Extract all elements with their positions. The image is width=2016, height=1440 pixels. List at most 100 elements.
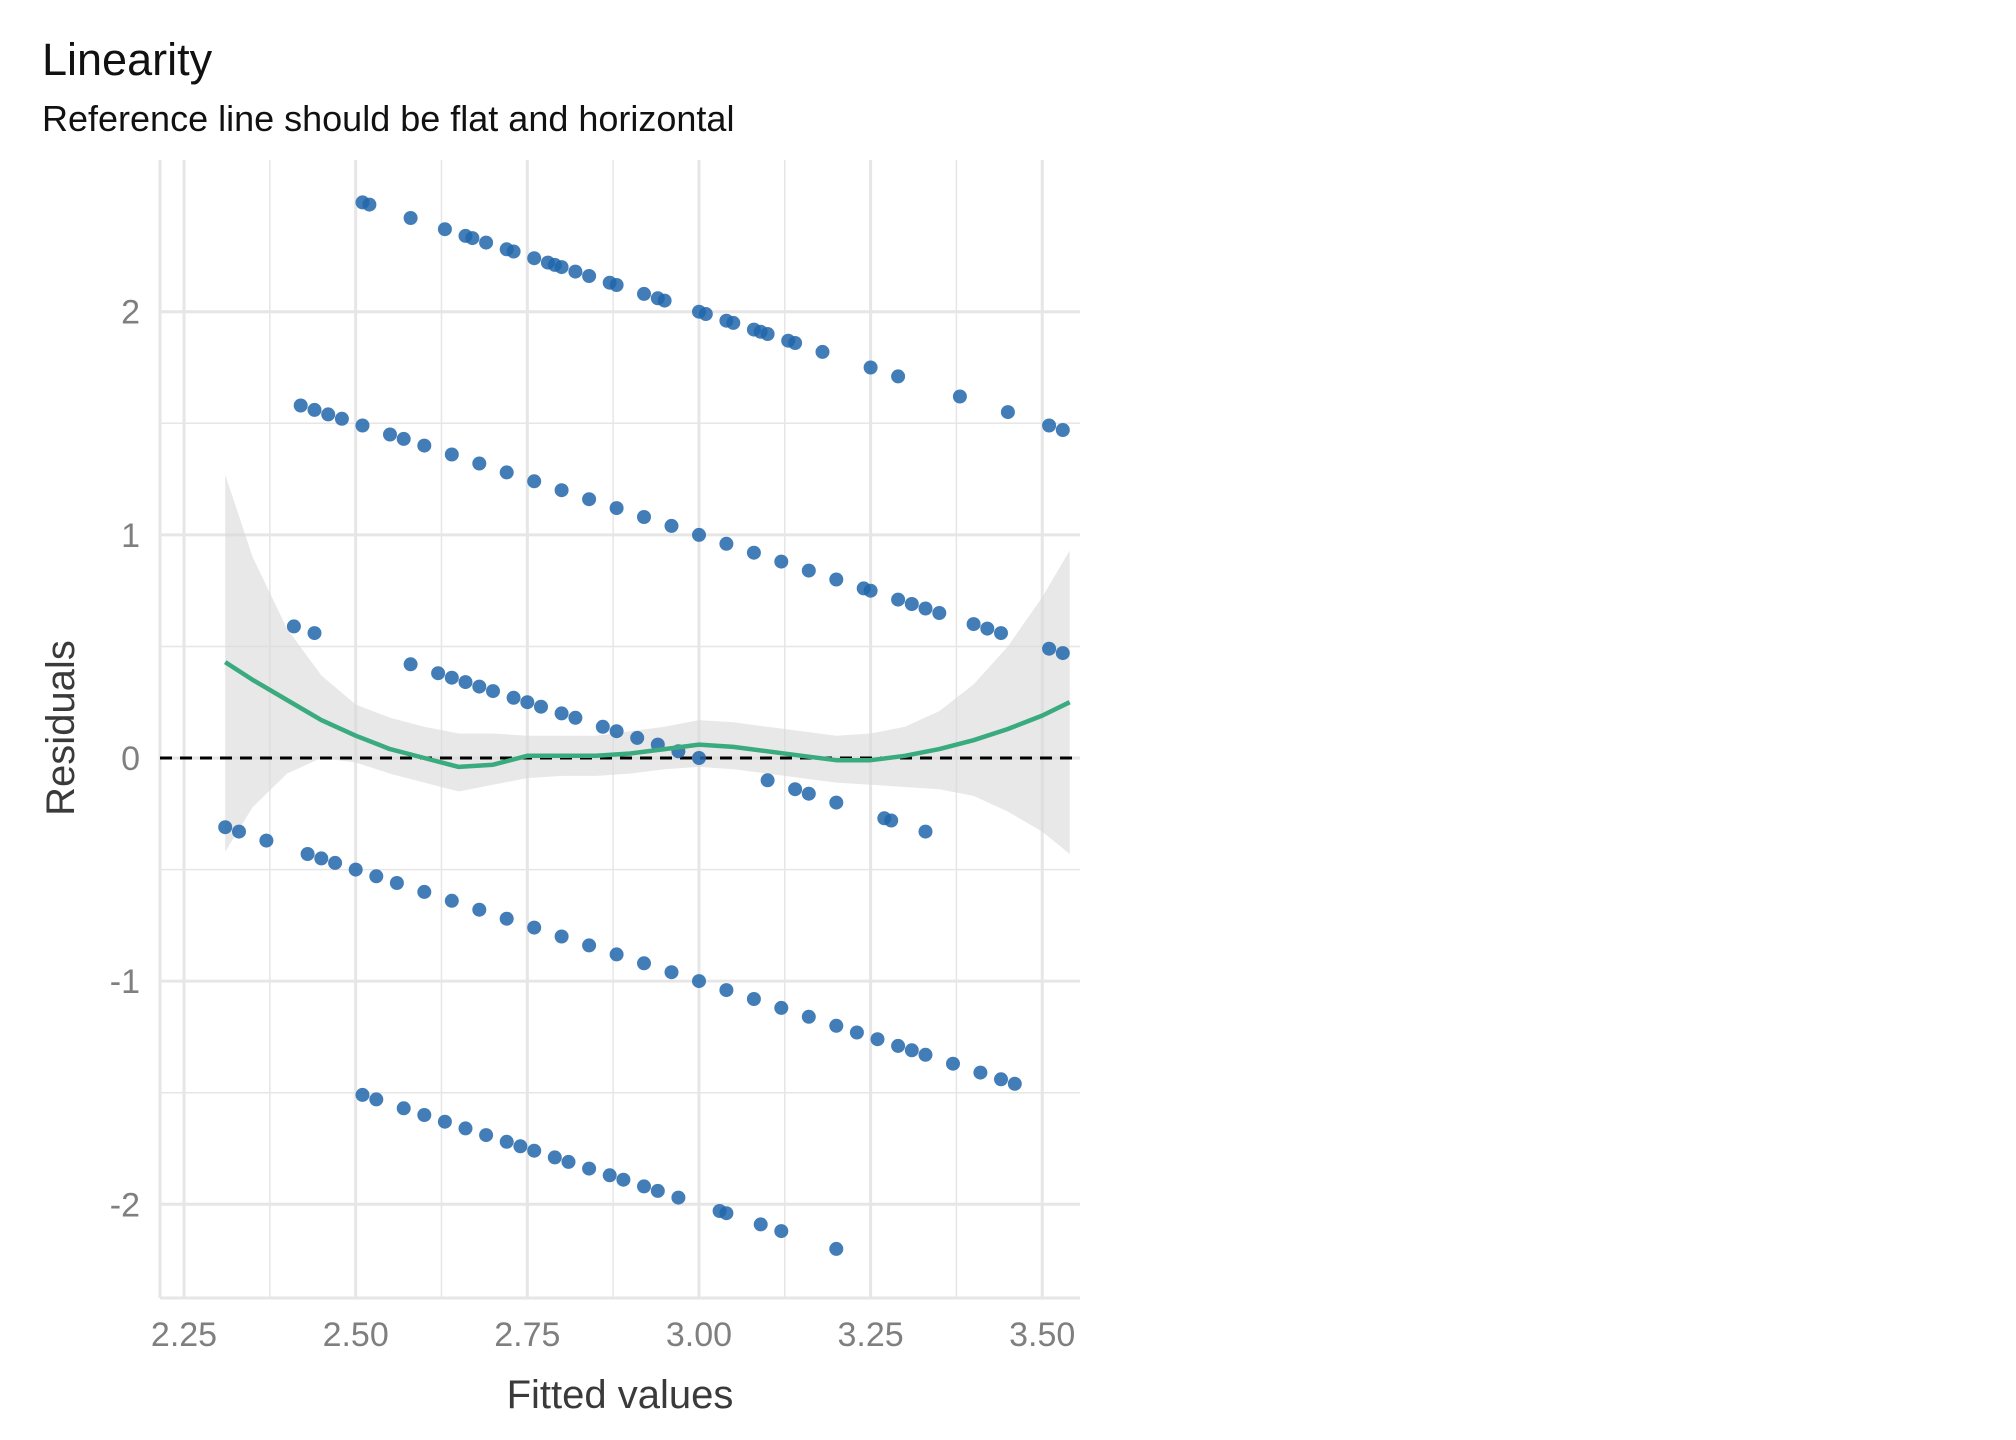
residual-points xyxy=(218,195,1070,1256)
residual-point xyxy=(719,536,734,551)
residual-point xyxy=(369,869,384,884)
y-tick-label: 1 xyxy=(121,517,140,555)
residual-point xyxy=(307,402,322,417)
residual-point xyxy=(314,851,329,866)
residual-point xyxy=(801,786,816,801)
residual-point xyxy=(334,411,349,426)
residual-point xyxy=(891,592,906,607)
residual-point xyxy=(479,235,494,250)
residual-point xyxy=(396,431,411,446)
residual-point xyxy=(753,1217,768,1232)
residual-point xyxy=(637,1179,651,1194)
y-tick-label: -2 xyxy=(110,1186,140,1224)
residual-point xyxy=(884,813,899,828)
residual-point xyxy=(829,1241,844,1256)
residual-point xyxy=(609,278,624,292)
residual-point xyxy=(980,621,995,636)
chart-title: Linearity xyxy=(42,34,213,85)
residual-point xyxy=(232,824,246,839)
residual-point xyxy=(355,1087,370,1102)
residual-point xyxy=(389,876,404,890)
residual-point xyxy=(829,572,844,587)
residual-point xyxy=(849,1025,864,1040)
residual-point xyxy=(396,1101,411,1116)
residual-point xyxy=(362,197,377,212)
residual-point xyxy=(918,1047,933,1062)
residual-point xyxy=(554,706,569,721)
residual-point xyxy=(719,1206,734,1221)
residual-point xyxy=(383,427,397,442)
residual-point xyxy=(863,583,878,598)
residual-point xyxy=(952,389,967,404)
residual-point xyxy=(403,657,418,672)
residual-point xyxy=(650,1183,665,1198)
residual-point xyxy=(561,1154,576,1169)
residual-point xyxy=(637,286,651,301)
residual-point xyxy=(595,719,610,734)
residual-point xyxy=(506,690,521,705)
residual-point xyxy=(657,293,672,308)
residual-point xyxy=(513,1139,528,1154)
residual-point xyxy=(774,1000,789,1015)
y-tick-label: 2 xyxy=(121,294,140,332)
residual-point xyxy=(444,670,459,685)
residual-point xyxy=(760,773,775,788)
residual-point xyxy=(609,501,624,516)
residual-point xyxy=(437,1114,452,1129)
residual-point xyxy=(437,222,452,237)
residual-point xyxy=(870,1032,885,1047)
residual-point xyxy=(1042,641,1057,656)
residual-point xyxy=(602,1168,617,1183)
residual-point xyxy=(458,675,473,690)
residual-point xyxy=(321,407,336,422)
residual-point xyxy=(863,360,878,375)
residual-point xyxy=(348,862,363,877)
residual-point xyxy=(479,1128,494,1143)
residual-point xyxy=(746,992,761,1006)
tick-labels: 2.25 2.50 2.75 3.00 3.25 3.50 -2 -1 0 1 2 xyxy=(110,294,1076,1354)
residual-point xyxy=(369,1092,384,1107)
x-tick-label: 2.50 xyxy=(323,1316,389,1354)
residual-point xyxy=(788,336,803,350)
residual-point xyxy=(527,474,542,489)
residual-point xyxy=(527,920,542,935)
residual-point xyxy=(472,679,487,694)
residual-point xyxy=(486,684,500,699)
y-tick-label: -1 xyxy=(110,963,140,1001)
residual-point xyxy=(609,947,624,962)
residual-point xyxy=(568,264,583,279)
residual-point xyxy=(904,1043,919,1058)
residual-point xyxy=(637,956,651,971)
residual-point xyxy=(465,231,480,246)
residual-point xyxy=(417,1108,432,1122)
x-tick-label: 3.25 xyxy=(838,1316,904,1354)
residual-point xyxy=(582,492,597,507)
residual-point xyxy=(1007,1076,1022,1091)
residual-point xyxy=(719,983,734,998)
residual-point xyxy=(472,902,487,917)
residual-point xyxy=(616,1172,631,1187)
y-tick-label: 0 xyxy=(121,740,140,778)
residual-point xyxy=(801,1009,816,1024)
residual-point xyxy=(520,695,535,710)
residual-point xyxy=(328,855,343,870)
residual-point xyxy=(692,974,706,989)
residual-point xyxy=(286,619,301,634)
residual-point xyxy=(609,724,624,739)
residual-point xyxy=(582,269,597,283)
x-tick-label: 2.75 xyxy=(494,1316,560,1354)
residual-point xyxy=(499,465,514,480)
residual-point xyxy=(973,1065,988,1080)
residual-point xyxy=(760,327,775,341)
residual-point xyxy=(417,438,432,453)
residual-point xyxy=(403,211,418,225)
residual-point xyxy=(815,344,830,359)
residual-point xyxy=(554,483,569,498)
residual-point xyxy=(994,1072,1008,1087)
residual-point xyxy=(746,545,761,560)
residual-point xyxy=(431,666,446,681)
residual-point xyxy=(788,782,803,797)
residual-point xyxy=(582,1161,597,1176)
residual-point xyxy=(671,1190,686,1205)
residual-point xyxy=(218,820,233,835)
